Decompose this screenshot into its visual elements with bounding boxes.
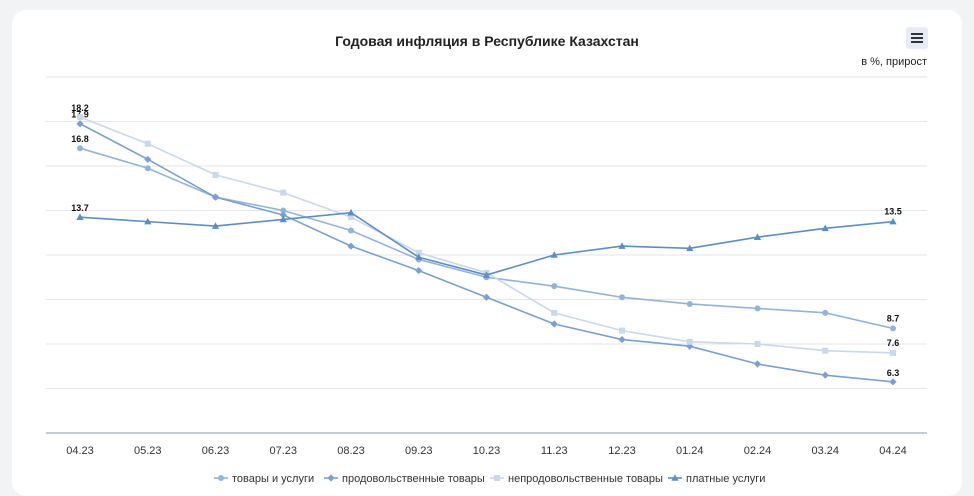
data-point[interactable]: [144, 217, 152, 225]
legend-marker: [671, 474, 679, 481]
data-point[interactable]: [686, 244, 694, 252]
data-point[interactable]: [415, 266, 423, 275]
data-point[interactable]: [821, 224, 829, 232]
legend-label: платные услуги: [686, 473, 765, 485]
data-label: 6.3: [887, 368, 900, 378]
data-point[interactable]: [77, 145, 83, 152]
legend-marker: [327, 474, 335, 482]
data-point[interactable]: [551, 309, 558, 316]
data-point[interactable]: [753, 360, 762, 368]
data-point[interactable]: [889, 217, 897, 225]
data-label: 16.8: [71, 134, 89, 144]
data-point[interactable]: [348, 227, 354, 234]
legend-label: непродовольственные товары: [508, 473, 663, 485]
x-tick-label: 10.23: [473, 445, 501, 457]
data-point[interactable]: [211, 193, 220, 201]
data-point[interactable]: [415, 253, 423, 261]
data-point[interactable]: [890, 349, 896, 356]
x-tick-label: 07.23: [269, 445, 297, 457]
data-label: 18.2: [71, 103, 89, 113]
series-line: [79, 147, 894, 330]
x-tick-label: 06.23: [202, 445, 230, 457]
series-3: 13.7 13.5: [71, 203, 902, 278]
chart-card: [12, 10, 962, 496]
data-point[interactable]: [482, 293, 491, 301]
x-tick-label: 02.24: [744, 445, 772, 457]
data-point[interactable]: [618, 242, 626, 249]
data-point[interactable]: [212, 171, 219, 178]
data-point[interactable]: [550, 251, 558, 258]
data-point[interactable]: [144, 165, 151, 172]
data-point[interactable]: [822, 309, 829, 316]
legend-label: продовольственные товары: [342, 473, 485, 485]
legend-marker: [494, 475, 500, 481]
data-point[interactable]: [618, 335, 626, 344]
x-tick-label: 11.23: [541, 445, 568, 457]
data-point[interactable]: [347, 242, 355, 250]
data-point[interactable]: [686, 338, 693, 345]
data-point[interactable]: [686, 300, 693, 307]
data-point[interactable]: [280, 207, 287, 214]
data-point[interactable]: [280, 189, 287, 196]
data-point[interactable]: [415, 249, 422, 256]
data-point[interactable]: [821, 371, 829, 379]
unit-label: в %, прирост: [861, 56, 927, 68]
data-point[interactable]: [77, 114, 83, 121]
data-point[interactable]: [482, 271, 491, 278]
x-tick-label: 01.24: [676, 445, 704, 457]
legend-marker: [218, 475, 224, 481]
data-point[interactable]: [754, 341, 761, 347]
data-point[interactable]: [551, 283, 558, 290]
series-line: [79, 123, 894, 383]
x-tick-label: 04.23: [66, 445, 94, 457]
data-point[interactable]: [279, 211, 287, 219]
data-label: 7.6: [887, 338, 900, 348]
data-point[interactable]: [550, 320, 558, 328]
x-tick-label: 12.23: [608, 445, 636, 457]
x-tick-label: 03.24: [811, 445, 839, 457]
data-point[interactable]: [686, 342, 694, 350]
data-point[interactable]: [754, 305, 761, 312]
series-line: [79, 211, 894, 276]
data-point[interactable]: [753, 233, 762, 240]
legend-item[interactable]: платные услуги: [668, 473, 765, 485]
data-label: 13.7: [71, 203, 89, 213]
x-tick-label: 08.23: [337, 445, 365, 457]
data-label: 8.7: [887, 313, 900, 323]
x-tick-label: 09.23: [405, 445, 433, 457]
data-point[interactable]: [144, 155, 152, 163]
x-tick-label: 04.24: [879, 445, 907, 457]
hamburger-menu-icon: [911, 33, 923, 35]
data-point[interactable]: [76, 120, 84, 128]
series-0: 16.8 8.7: [71, 134, 900, 332]
data-point[interactable]: [619, 294, 625, 301]
data-point[interactable]: [211, 222, 220, 229]
data-point[interactable]: [144, 140, 151, 147]
chart-title: Годовая инфляция в Республике Казахстан: [335, 33, 639, 49]
data-label: 13.5: [884, 207, 902, 217]
legend-item[interactable]: продовольственные товары: [324, 473, 485, 485]
data-point[interactable]: [76, 213, 84, 220]
legend-item[interactable]: непродовольственные товары: [490, 473, 663, 485]
data-point[interactable]: [279, 215, 287, 223]
legend-label: товары и услуги: [232, 473, 314, 485]
data-point[interactable]: [619, 327, 625, 334]
data-point[interactable]: [348, 214, 354, 221]
data-point[interactable]: [347, 208, 355, 216]
data-point[interactable]: [822, 347, 829, 354]
data-point[interactable]: [889, 378, 897, 386]
x-tick-label: 05.23: [134, 445, 162, 457]
legend-item[interactable]: товары и услуги: [214, 473, 314, 485]
data-point[interactable]: [890, 325, 896, 332]
series-2: 18.2 7.6: [71, 103, 899, 356]
chart-menu-button[interactable]: [906, 27, 928, 49]
